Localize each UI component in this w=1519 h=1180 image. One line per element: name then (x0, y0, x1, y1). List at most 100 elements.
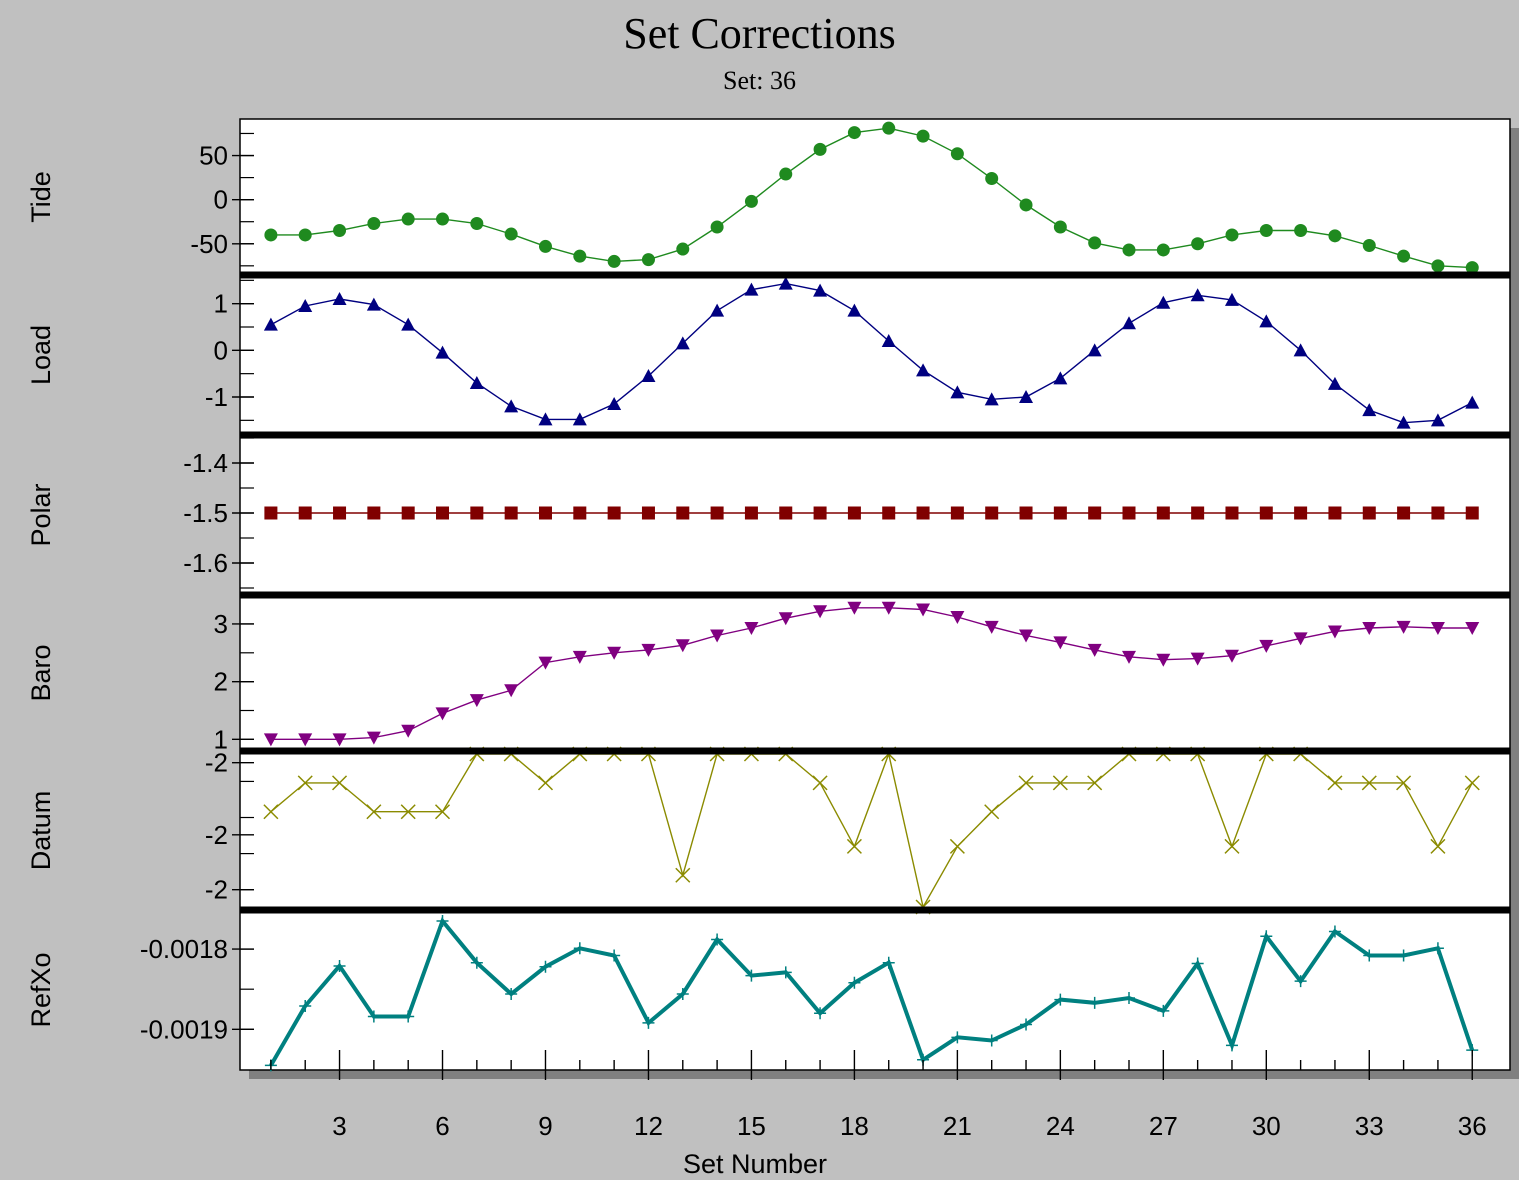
data-point-polar (1019, 506, 1033, 520)
data-point-baro (778, 612, 793, 626)
x-tick-label: 15 (737, 1111, 766, 1141)
data-point-baro (1396, 620, 1411, 634)
data-point-baro (332, 733, 347, 747)
data-point-polar (1362, 506, 1376, 520)
data-point-load (881, 334, 896, 347)
data-point-datum (537, 775, 554, 791)
data-point-datum (1327, 775, 1343, 791)
data-point-load (1224, 292, 1239, 306)
y-tick-label: -2 (205, 820, 228, 850)
data-point-baro (401, 724, 416, 738)
data-point-polar (1259, 506, 1273, 520)
data-point-load (710, 303, 725, 317)
data-point-baro (1259, 639, 1274, 653)
data-point-baro (675, 639, 690, 653)
data-point-baro (847, 601, 862, 615)
data-point-tide (1156, 243, 1170, 257)
data-point-refxo (539, 960, 552, 973)
data-point-baro (435, 707, 450, 721)
data-point-load (504, 399, 519, 413)
data-point-polar (950, 506, 964, 520)
data-point-baro (1156, 653, 1171, 667)
data-point-tide (333, 224, 347, 238)
data-point-tide (470, 216, 484, 230)
data-point-refxo (642, 1016, 655, 1029)
data-point-tide (1465, 261, 1479, 275)
data-point-polar (436, 506, 450, 520)
data-point-baro (469, 694, 484, 708)
data-point-load (1190, 288, 1205, 302)
data-point-datum (1430, 838, 1446, 854)
data-point-load (332, 292, 347, 305)
data-point-baro (1122, 650, 1136, 664)
y-tick-label: -1.5 (183, 498, 228, 528)
data-point-load (847, 303, 862, 317)
data-point-refxo (436, 915, 449, 928)
y-tick-label: 0 (214, 185, 228, 215)
data-point-polar (470, 506, 484, 520)
chart-title: Set Corrections (623, 9, 896, 58)
data-point-load (469, 376, 484, 389)
data-point-polar (779, 506, 793, 520)
data-point-datum (949, 838, 965, 854)
data-point-load (641, 369, 656, 382)
data-point-polar (1156, 506, 1170, 520)
data-point-tide (1294, 224, 1308, 238)
data-point-tide (538, 239, 552, 253)
data-point-baro (1224, 649, 1239, 663)
data-point-load (1362, 403, 1377, 417)
data-point-load (1259, 314, 1274, 328)
data-point-tide (436, 212, 450, 226)
data-point-load (744, 282, 759, 296)
data-point-tide (1191, 237, 1205, 251)
data-point-baro (1465, 622, 1480, 635)
data-point-datum (1396, 775, 1412, 791)
data-point-load (916, 363, 931, 377)
data-point-polar (985, 506, 999, 520)
data-point-polar (882, 506, 896, 520)
y-tick-label: -0.0019 (140, 1014, 228, 1044)
data-point-datum (1464, 775, 1480, 791)
y-tick-label: 2 (214, 667, 228, 697)
y-axis-label: Datum (26, 791, 56, 871)
data-point-baro (1293, 632, 1308, 646)
panel-baro: 3 2 1 Baro (26, 601, 1480, 754)
data-point-refxo (1054, 993, 1067, 1006)
y-axis-label: Baro (26, 644, 56, 701)
data-point-polar (538, 506, 552, 520)
data-point-tide (744, 194, 758, 208)
y-axis-label: RefXo (26, 952, 56, 1027)
data-point-baro (1053, 636, 1068, 650)
data-point-refxo (505, 988, 518, 1001)
data-point-refxo (1191, 957, 1204, 970)
data-point-polar (676, 506, 690, 520)
data-point-tide (779, 167, 793, 181)
y-axis-label: Tide (26, 171, 56, 223)
data-point-polar (641, 506, 655, 520)
data-point-refxo (814, 1007, 827, 1020)
data-point-baro (813, 605, 828, 619)
data-point-refxo (985, 1034, 998, 1047)
y-tick-label: -2 (205, 875, 228, 905)
data-point-load (572, 412, 587, 426)
data-point-tide (1088, 236, 1102, 250)
data-point-load (1053, 371, 1068, 385)
data-point-load (984, 392, 999, 406)
data-point-refxo (1020, 1018, 1033, 1031)
data-point-baro (1327, 625, 1342, 639)
data-point-polar (916, 506, 930, 520)
data-point-load (950, 385, 965, 399)
data-point-baro (744, 622, 759, 635)
y-tick-label: 50 (199, 141, 228, 171)
y-tick-label: -0.0018 (140, 934, 228, 964)
data-point-polar (847, 506, 861, 520)
data-point-refxo (1431, 942, 1444, 955)
data-point-datum (297, 775, 313, 791)
data-point-refxo (1088, 996, 1101, 1009)
y-axis-label: Polar (26, 483, 56, 546)
data-point-polar (1191, 506, 1205, 520)
x-tick-label: 21 (943, 1111, 972, 1141)
data-point-refxo (573, 942, 586, 955)
data-point-load (401, 317, 416, 331)
y-tick-label: 1 (214, 724, 228, 754)
